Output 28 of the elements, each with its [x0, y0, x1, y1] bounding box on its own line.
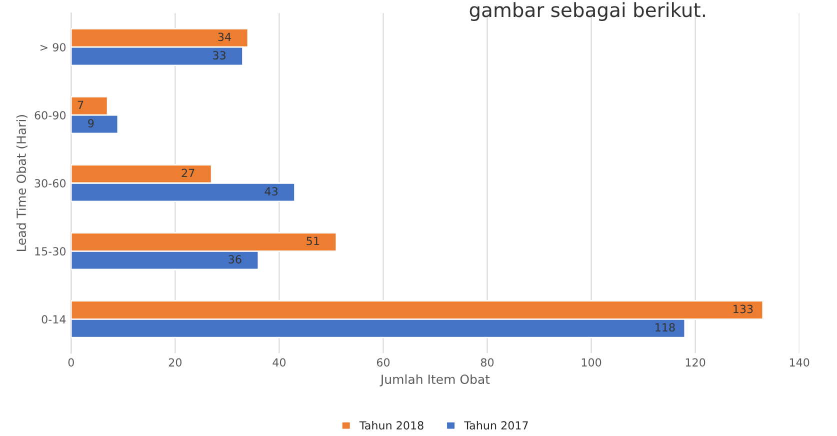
y-tick-label: 60-90: [34, 111, 66, 120]
data-label: 51: [306, 236, 319, 246]
x-tick-label: 40: [272, 358, 286, 367]
x-tick-label: 120: [686, 358, 706, 367]
legend-label: Tahun 2018: [359, 420, 424, 430]
y-axis-title: Lead Time Obat (Hari): [16, 115, 28, 252]
x-tick-label: 100: [582, 358, 602, 367]
data-label: 133: [734, 304, 753, 314]
y-tick-label: 30-60: [34, 179, 66, 188]
data-label: 9: [88, 119, 94, 128]
y-tick-label: 0-14: [42, 315, 66, 324]
data-label: 43: [264, 187, 278, 196]
x-tick-label: 140: [790, 358, 810, 367]
y-tick-label: > 90: [40, 43, 66, 52]
data-label: 34: [218, 32, 231, 42]
data-label: 7: [78, 100, 84, 109]
x-tick-label: 80: [480, 358, 494, 367]
x-tick-label: 20: [168, 358, 182, 367]
data-label: 118: [656, 323, 675, 332]
x-tick-label: 0: [68, 358, 74, 367]
legend-label: Tahun 2017: [464, 420, 528, 430]
annotation: gambar sebagai berikut.: [470, 2, 705, 21]
x-tick-label: 60: [376, 358, 390, 367]
data-label: 33: [213, 51, 226, 60]
y-tick-label: 15-30: [35, 247, 66, 256]
x-axis-title: Jumlah Item Obat: [380, 374, 490, 386]
data-label: 27: [182, 168, 194, 178]
data-label: 36: [228, 255, 242, 264]
